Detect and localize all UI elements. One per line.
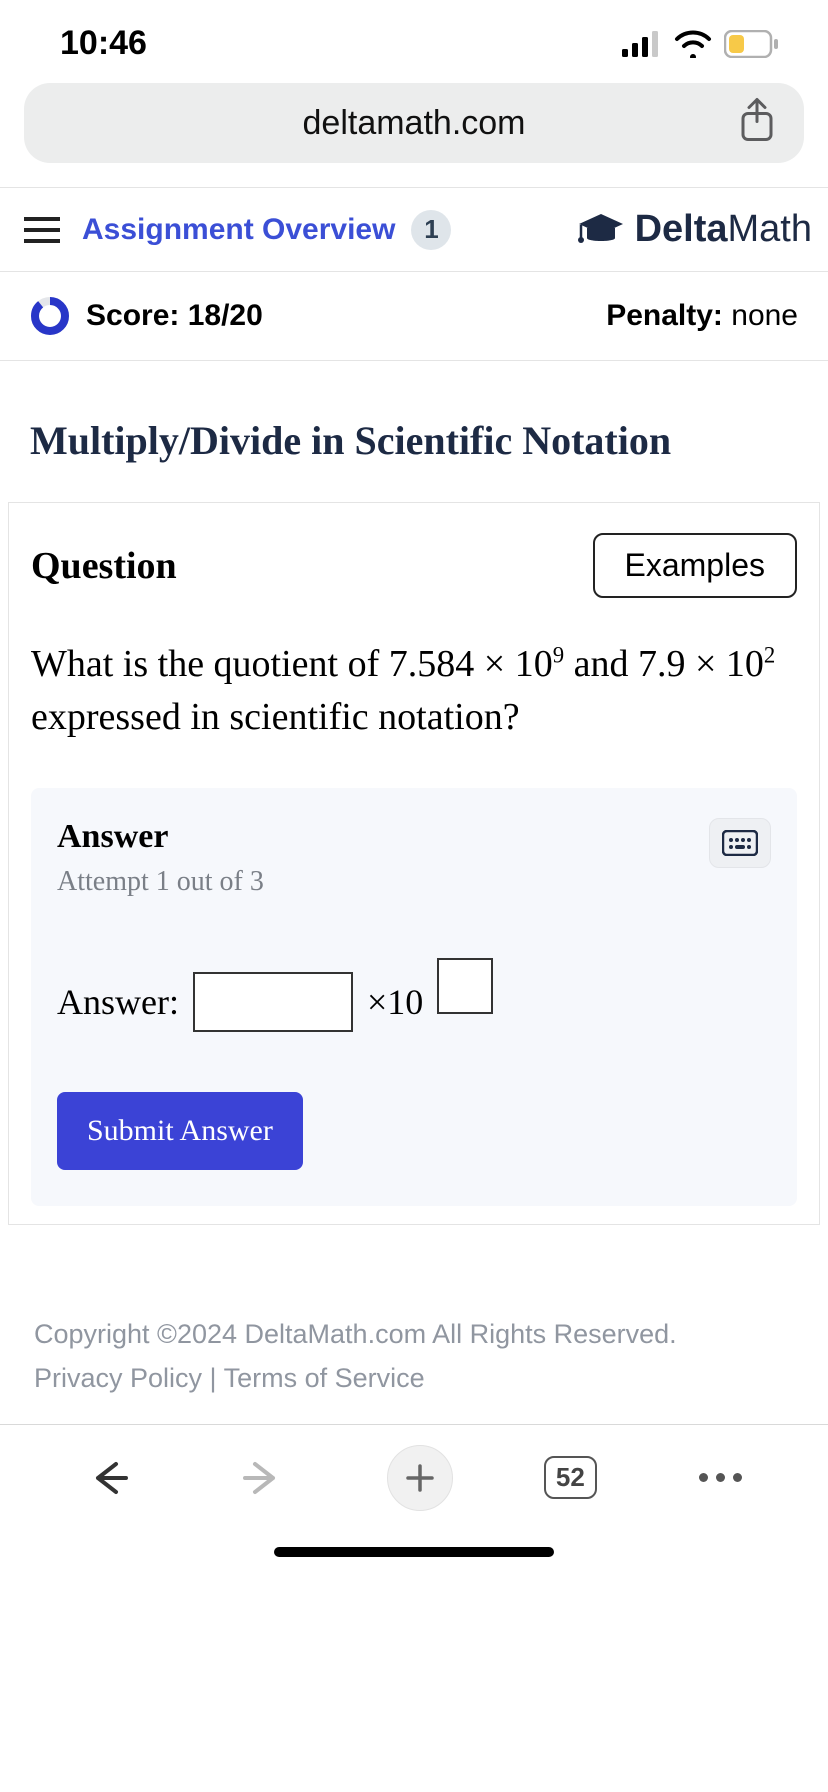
cellular-icon [622,31,662,57]
coefficient-input[interactable] [193,972,353,1032]
forward-button[interactable] [231,1446,295,1510]
submit-answer-button[interactable]: Submit Answer [57,1092,303,1170]
back-button[interactable] [76,1446,140,1510]
page-title: Multiply/Divide in Scientific Notation [0,361,828,502]
privacy-link[interactable]: Privacy Policy [34,1363,202,1393]
assignment-count-badge: 1 [411,210,451,250]
status-indicators [622,30,780,58]
status-time: 10:46 [60,24,147,63]
home-indicator[interactable] [274,1547,554,1557]
new-tab-button[interactable] [387,1445,453,1511]
brand-logo[interactable]: DeltaMath [577,208,812,251]
browser-toolbar: 52 [0,1424,828,1521]
question-text: What is the quotient of 7.584 × 109 and … [31,638,797,744]
more-button[interactable] [688,1446,752,1510]
wifi-icon [674,30,712,58]
progress-ring-icon [30,296,70,336]
keyboard-button[interactable] [709,818,771,868]
share-button[interactable] [738,98,776,149]
score-display: Score: 18/20 [30,296,263,336]
grad-cap-icon [577,212,625,248]
score-text: Score: 18/20 [86,299,263,333]
attempt-text: Attempt 1 out of 3 [57,866,264,898]
score-row: Score: 18/20 Penalty: none [0,272,828,361]
back-arrow-icon [88,1460,128,1496]
question-card: Question Examples What is the quotient o… [8,502,820,1225]
plus-icon [405,1463,435,1493]
app-header: Assignment Overview 1 DeltaMath [0,187,828,272]
exponent-input[interactable] [437,958,493,1014]
forward-arrow-icon [243,1460,283,1496]
answer-heading: Answer [57,818,264,856]
assignment-overview-link[interactable]: Assignment Overview [82,213,395,247]
more-icon [699,1473,742,1482]
answer-input-row: Answer: ×10 [57,958,771,1046]
tabs-button[interactable]: 52 [544,1456,597,1499]
page-footer: Copyright ©2024 DeltaMath.com All Rights… [0,1225,828,1423]
address-bar[interactable]: deltamath.com [24,83,804,163]
url-text: deltamath.com [303,104,526,143]
answer-label: Answer: [57,981,179,1023]
copyright-text: Copyright ©2024 DeltaMath.com All Rights… [34,1313,794,1356]
battery-icon [724,30,780,58]
question-heading: Question [31,544,177,588]
keyboard-icon [722,830,758,856]
terms-link[interactable]: Terms of Service [224,1363,425,1393]
penalty-display: Penalty: none [606,299,798,333]
examples-button[interactable]: Examples [593,533,798,598]
answer-panel: Answer Attempt 1 out of 3 Answer: ×10 S [31,788,797,1206]
status-bar: 10:46 [0,0,828,83]
share-icon [738,98,776,144]
question-header: Question Examples [31,533,797,598]
address-bar-container: deltamath.com [0,83,828,187]
menu-button[interactable] [24,217,60,243]
times-ten-text: ×10 [367,981,423,1023]
brand-text: DeltaMath [635,208,812,251]
